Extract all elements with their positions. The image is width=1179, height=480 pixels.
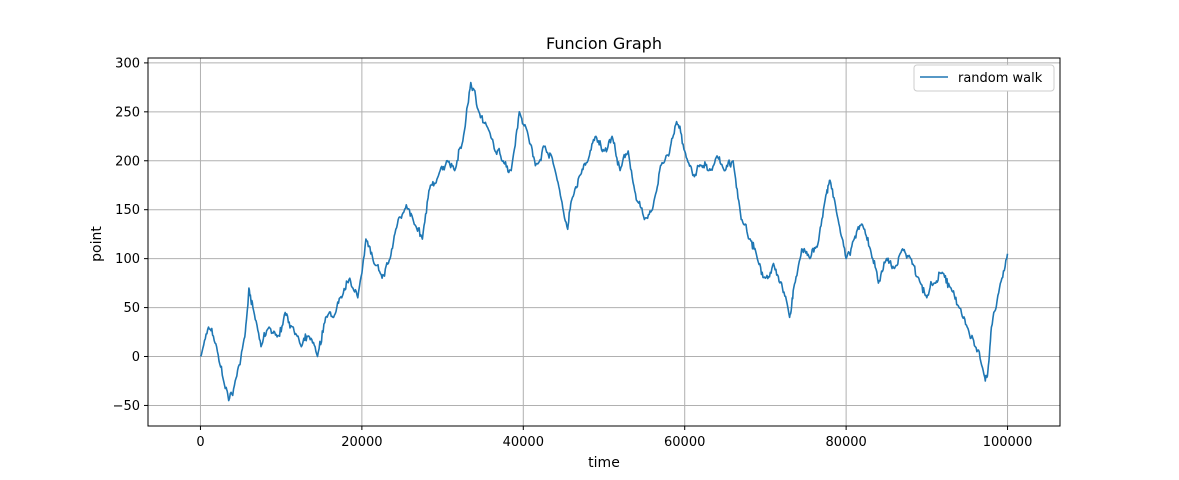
legend-label: random walk bbox=[958, 71, 1043, 86]
x-tick-label: 0 bbox=[196, 435, 204, 450]
y-axis-label: point bbox=[89, 226, 105, 262]
y-tick-label: 250 bbox=[115, 105, 140, 120]
y-tick-label: 100 bbox=[115, 252, 140, 267]
x-tick-label: 80000 bbox=[825, 435, 866, 450]
y-tick-label: 50 bbox=[123, 301, 140, 316]
x-axis-label: time bbox=[588, 455, 620, 471]
y-tick-label: 150 bbox=[115, 203, 140, 218]
legend-box bbox=[913, 64, 1055, 92]
axis-ticks: 0 20000 40000 60000 80000 100000 −50 0 50 100 150 2… bbox=[113, 56, 1033, 450]
plot-area-frame bbox=[147, 57, 1061, 427]
x-tick-label: 100000 bbox=[983, 435, 1033, 450]
series-line-random-walk bbox=[199, 81, 1009, 402]
y-tick-label: 300 bbox=[115, 56, 140, 71]
x-tick-label: 20000 bbox=[341, 435, 382, 450]
legend: random walk bbox=[913, 64, 1055, 92]
y-tick-label: 200 bbox=[115, 154, 140, 169]
y-tick-label: 0 bbox=[132, 350, 140, 365]
x-tick-label: 40000 bbox=[503, 435, 544, 450]
grid bbox=[148, 58, 1060, 426]
y-tick-label: −50 bbox=[113, 399, 140, 414]
series-layer bbox=[199, 81, 1009, 402]
chart-title: Funcion Graph bbox=[546, 34, 662, 53]
x-tick-label: 60000 bbox=[664, 435, 705, 450]
